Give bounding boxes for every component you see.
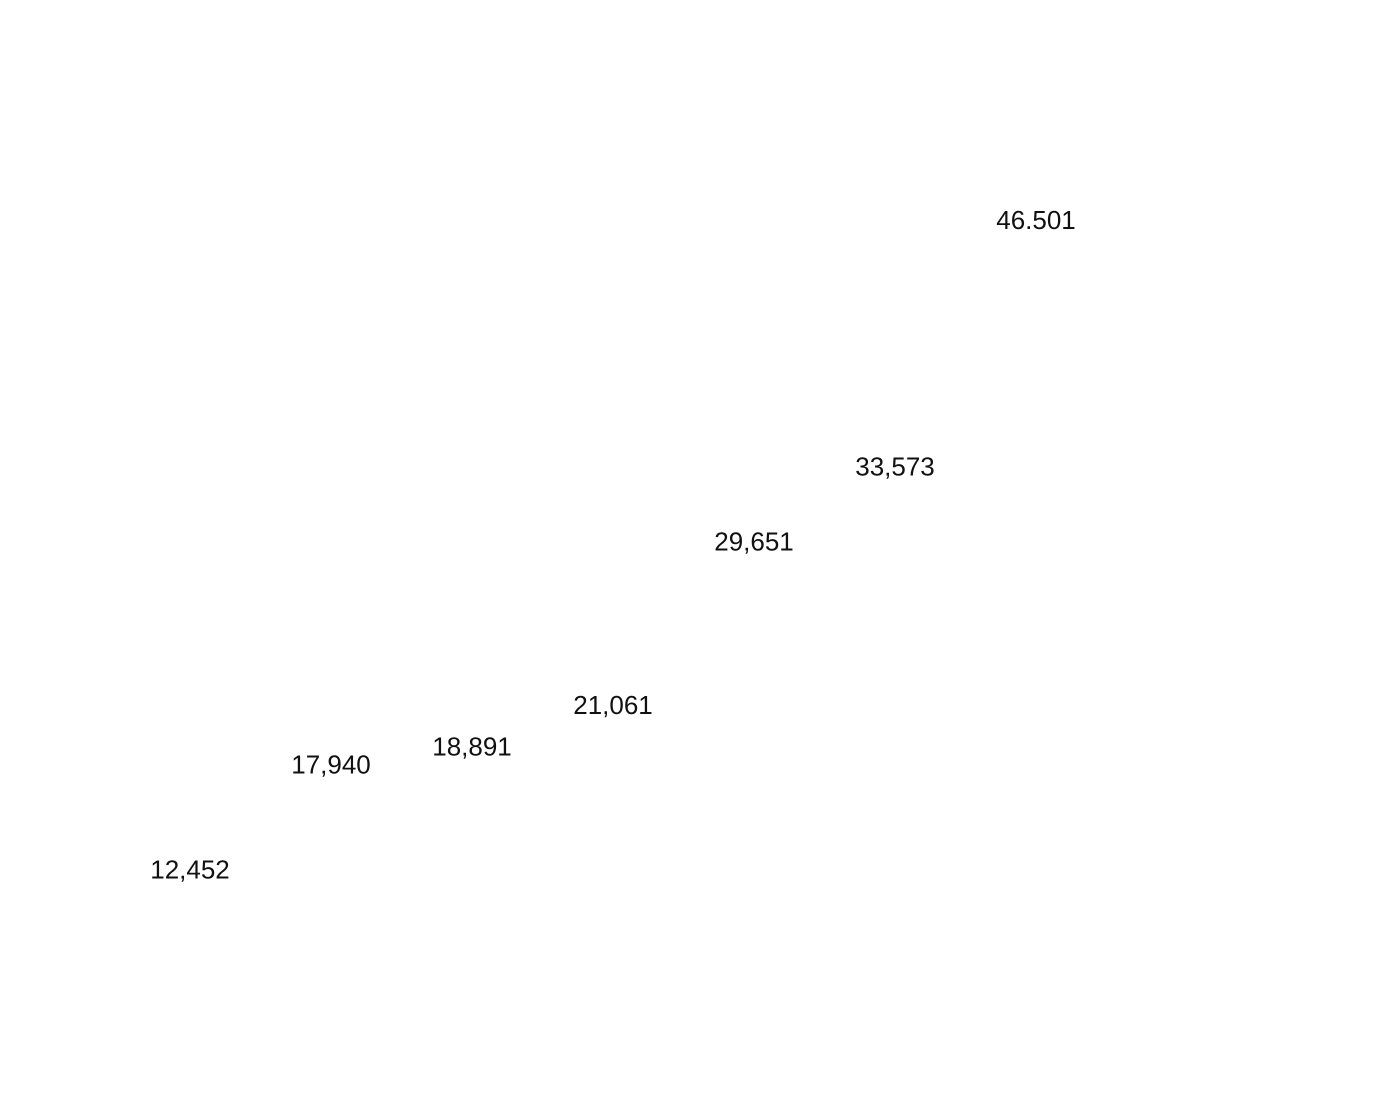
data-label: 12,452 — [150, 854, 230, 884]
data-label-layer: 12,452 17,940 18,891 21,061 29,651 33,573 46.5… — [150, 205, 1076, 885]
data-label: 46.501 — [996, 205, 1076, 235]
data-label: 33,573 — [855, 451, 935, 481]
data-label: 29,651 — [714, 526, 794, 556]
data-label: 21,061 — [573, 690, 653, 720]
data-label: 18,891 — [432, 732, 512, 762]
data-label: 17,940 — [291, 750, 371, 780]
